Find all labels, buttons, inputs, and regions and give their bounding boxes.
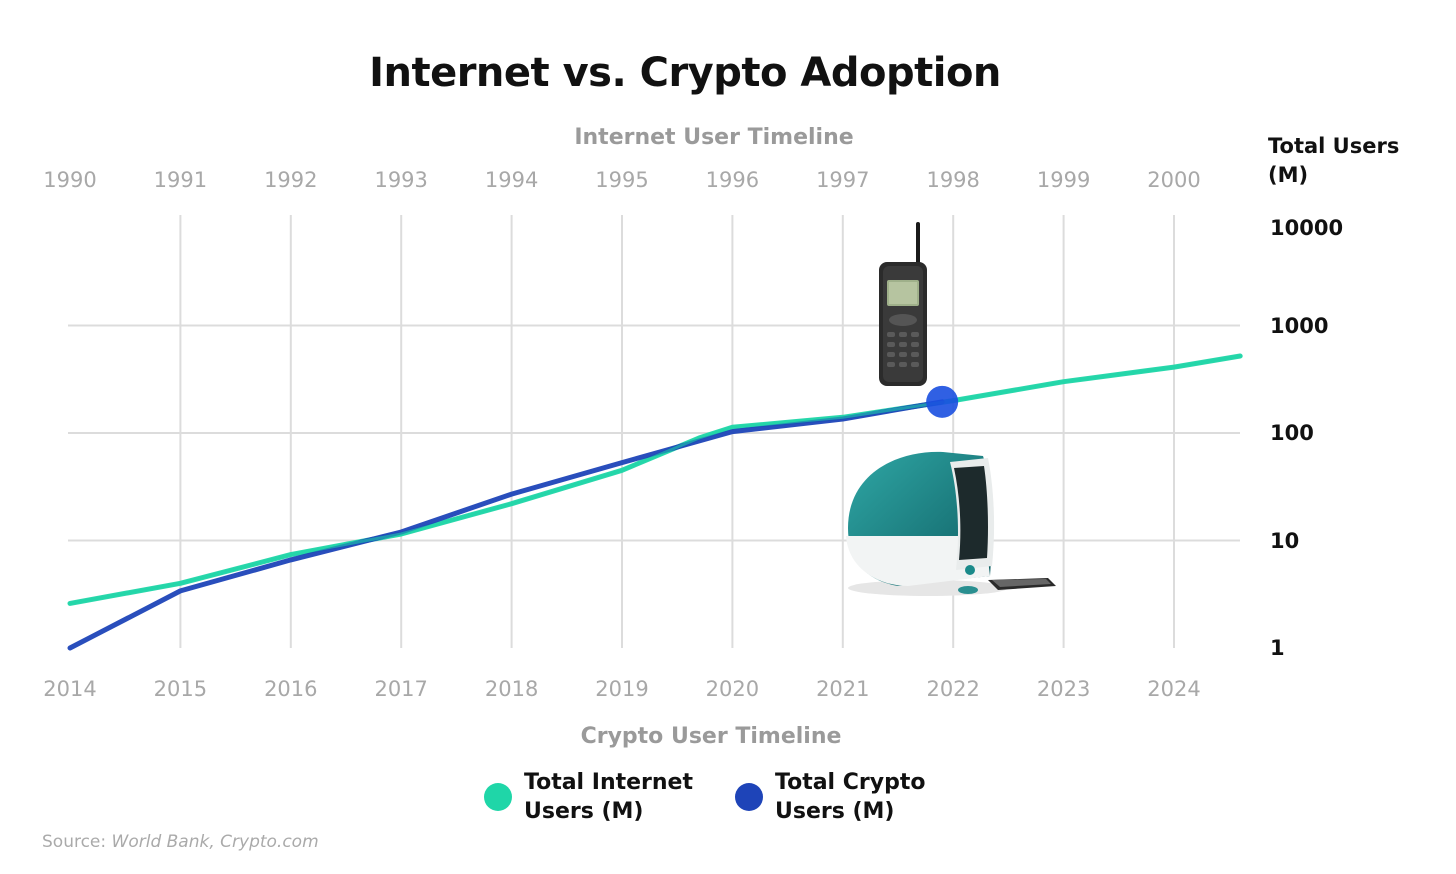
series-line-internet-overlay [68,354,1242,605]
legend-marker-crypto [735,783,763,811]
source-names: World Bank, Crypto.com [111,832,319,852]
y-axis-tick-label: 10 [1270,528,1300,553]
chart-title: Internet vs. Crypto Adoption [369,50,1001,96]
top-axis-tick-label: 1997 [816,168,870,192]
mobile-phone-icon [879,222,927,386]
bottom-axis-tick-label: 2018 [484,677,539,701]
bottom-axis-tick-label: 2022 [926,677,980,701]
series-line-crypto [67,399,945,651]
bottom-axis-tick-label: 2014 [43,677,97,701]
top-axis-tick-label: 1992 [264,168,318,192]
bottom-axis-tick-label: 2019 [595,677,649,701]
legend-label-crypto: Total Crypto Users (M) [775,770,926,824]
legend-item-internet: Total Internet Users (M) [484,768,714,826]
top-axis-tick-label: 1995 [595,168,649,192]
y-axis-title: Total Users (M) [1268,134,1400,187]
top-axis-tick-label: 2000 [1147,168,1201,192]
y-axis-tick-label: 1000 [1270,313,1329,338]
imac-computer-icon [846,451,1056,596]
top-axis-tick-label: 1996 [705,168,760,192]
legend-item-crypto: Total Crypto Users (M) [735,768,965,826]
y-axis-tick-label: 10000 [1270,216,1344,240]
legend-label-internet: Total Internet Users (M) [524,770,693,824]
y-axis-tick-label: 100 [1270,421,1314,445]
source-prefix: Source: [42,832,112,852]
top-axis-tick-label: 1994 [484,168,539,192]
y-axis-tick-label: 1 [1270,636,1285,660]
top-axis-tick-label: 1999 [1036,168,1091,192]
bottom-axis-tick-label: 2024 [1147,677,1201,701]
source-note: Source: World Bank, Crypto.com [42,832,319,852]
bottom-axis-tick-label: 2015 [153,677,208,701]
bottom-axis-tick-label: 2021 [816,677,870,701]
highlight-point [926,385,959,418]
legend-marker-internet [484,783,512,811]
bottom-axis-title: Crypto User Timeline [580,724,842,749]
bottom-axis-tick-label: 2023 [1036,677,1091,701]
top-axis-title: Internet User Timeline [574,125,854,150]
top-axis-tick-label: 1990 [43,168,97,192]
bottom-axis-tick-label: 2017 [374,677,428,701]
bottom-axis-tick-label: 2020 [705,677,760,701]
top-axis-tick-label: 1991 [153,168,208,192]
top-axis-tick-label: 1993 [374,168,428,192]
top-axis-tick-label: 1998 [926,168,980,192]
bottom-axis-tick-label: 2016 [264,677,318,701]
